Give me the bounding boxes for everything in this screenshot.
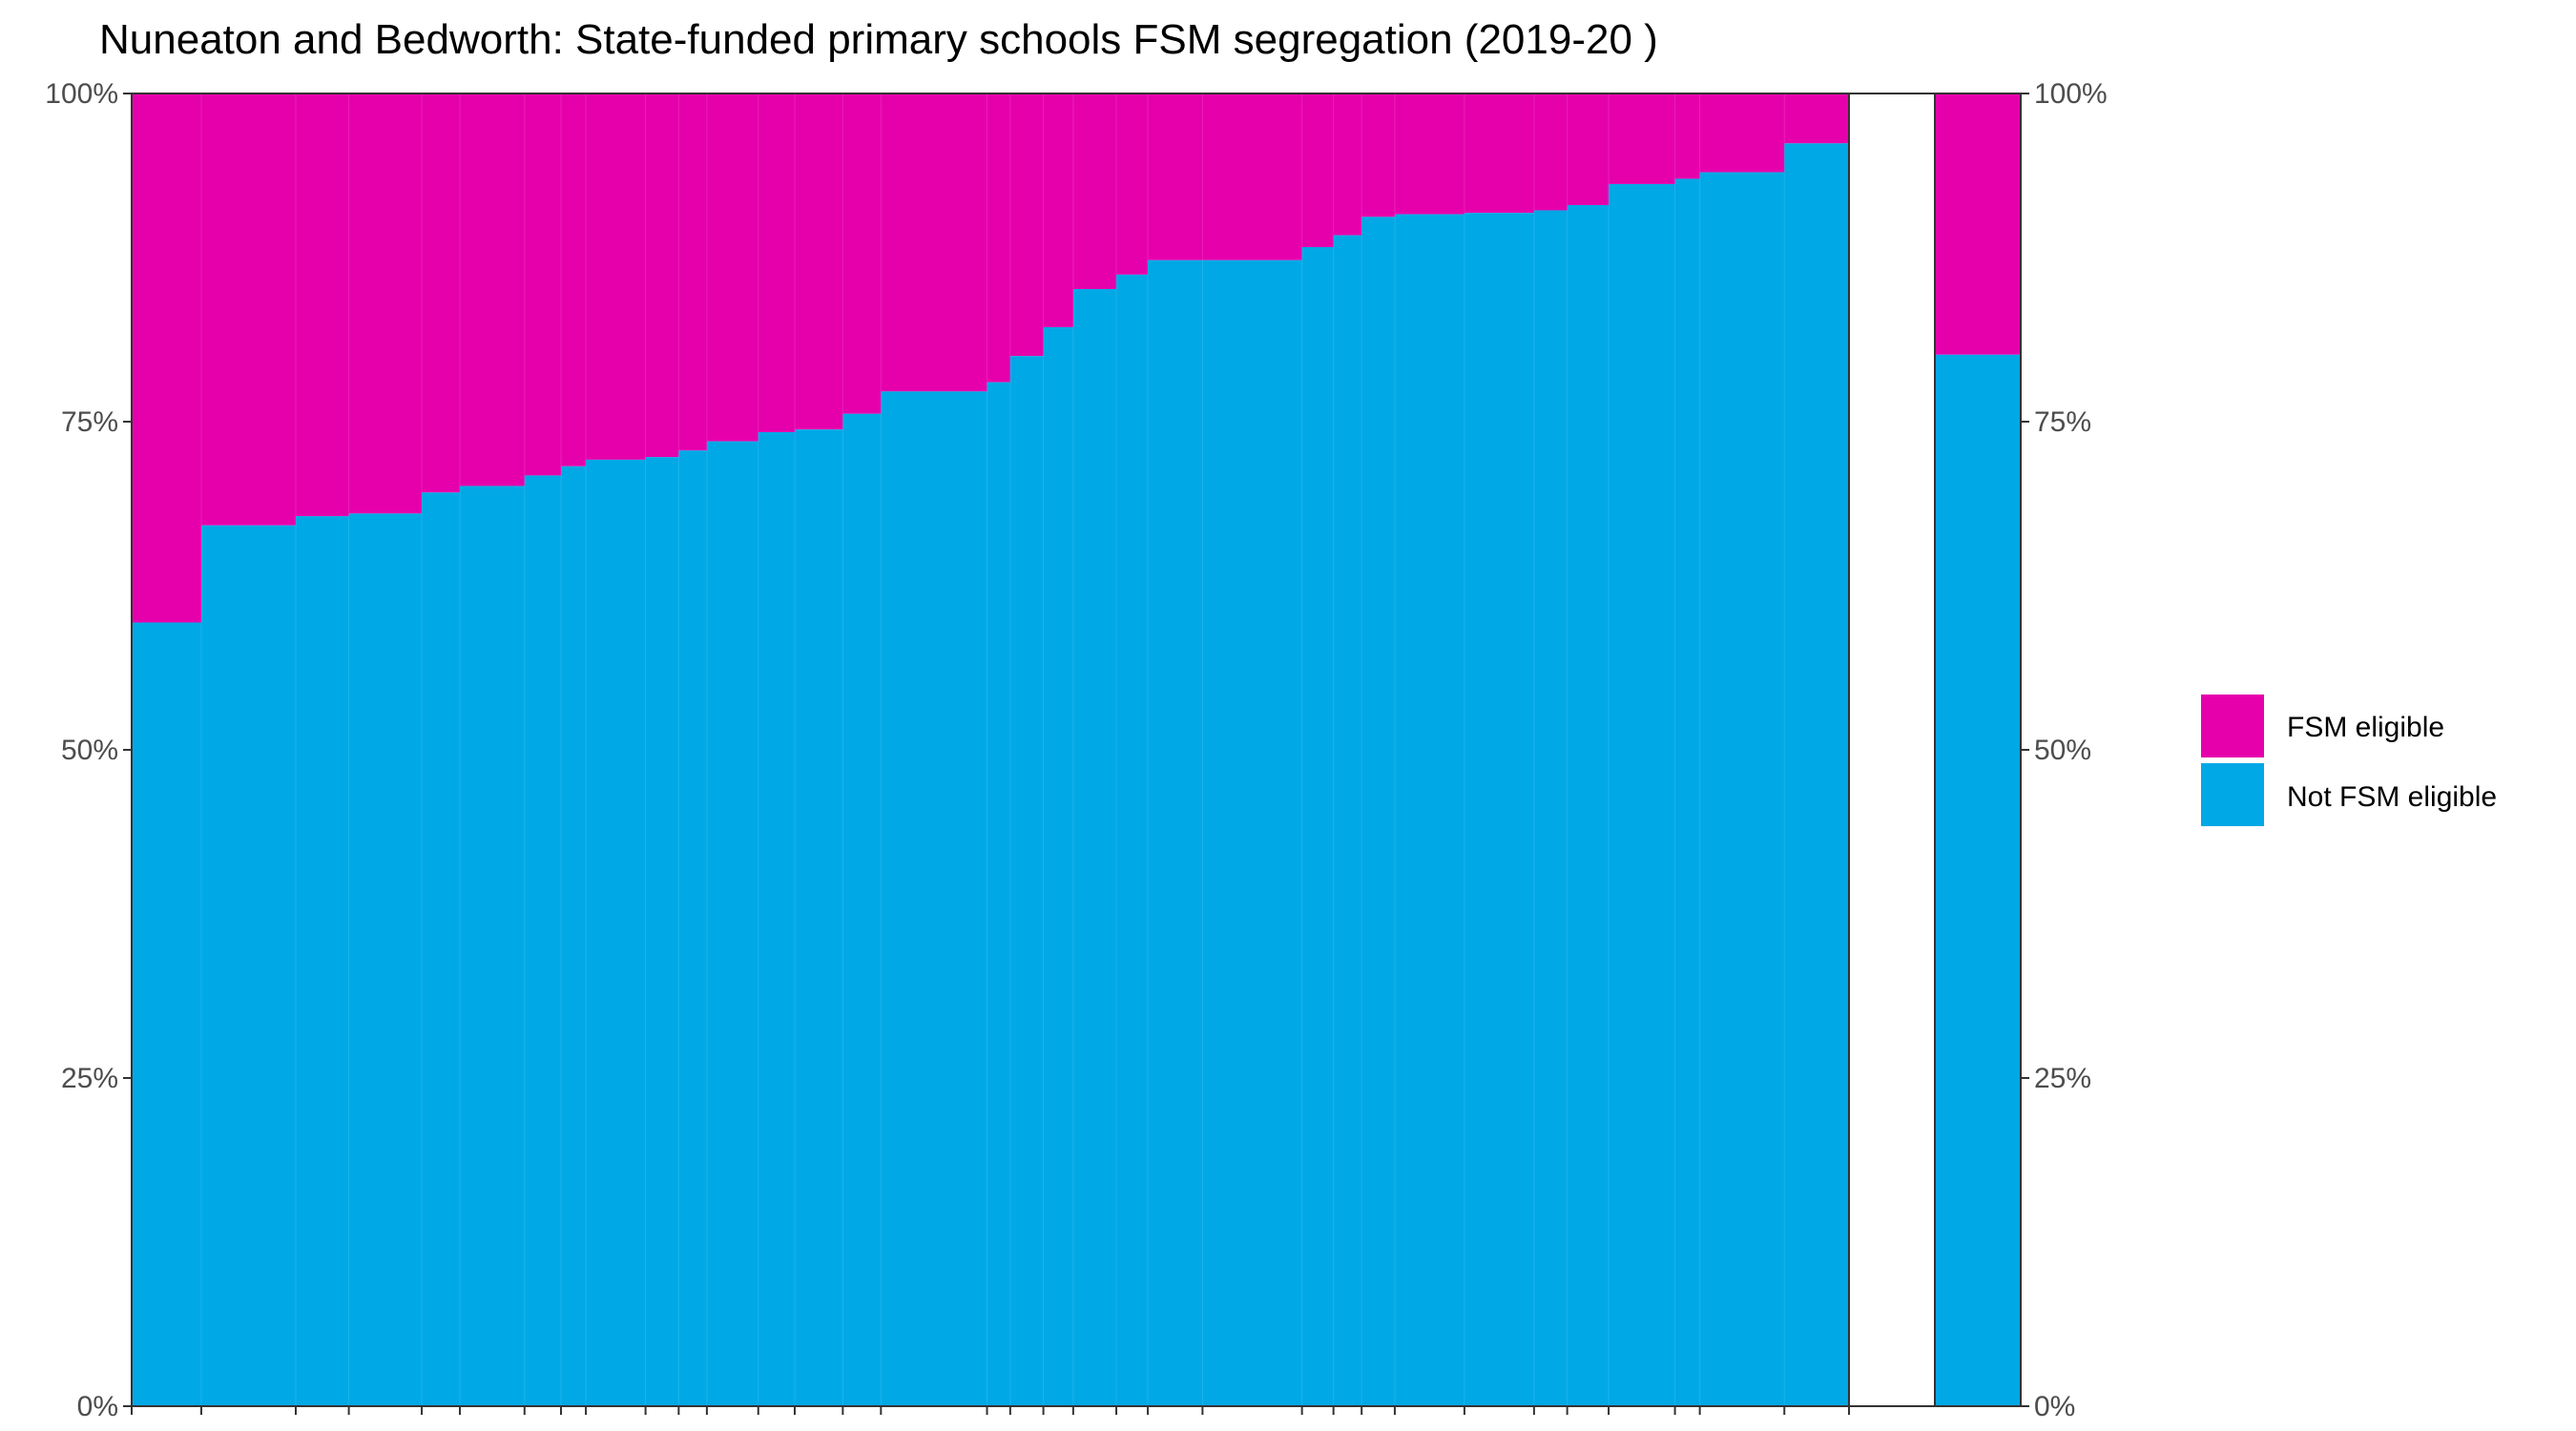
bar-not-fsm-eligible-school-12 <box>706 441 759 1406</box>
bar-not-fsm-eligible-school-33 <box>1699 172 1785 1406</box>
right-y-tick-label: 25% <box>2034 1063 2091 1094</box>
bar-fsm-eligible-school-24 <box>1301 93 1335 247</box>
bar-fsm-eligible-school-16 <box>881 93 988 392</box>
bar-not-fsm-eligible-school-19 <box>1043 326 1074 1407</box>
bar-not-fsm-eligible-school-3 <box>296 516 350 1406</box>
left-y-tick-label: 100% <box>45 78 118 110</box>
bar-fsm-eligible-school-14 <box>794 93 843 430</box>
legend-swatch-fsm-eligible <box>2201 695 2264 757</box>
bar-not-fsm-eligible-school-26 <box>1361 217 1396 1406</box>
bar-not-fsm-eligible-school-10 <box>645 457 679 1407</box>
bar-fsm-eligible-school-8 <box>561 93 587 467</box>
left-y-tick-label: 0% <box>77 1391 118 1422</box>
left-y-tick-label: 25% <box>61 1063 118 1094</box>
bar-not-fsm-eligible-school-28 <box>1464 213 1535 1406</box>
bar-fsm-eligible-school-7 <box>524 93 562 476</box>
bar-not-fsm-eligible-school-34 <box>1784 143 1850 1407</box>
bar-fsm-eligible-school-17 <box>987 93 1011 383</box>
bar-not-fsm-eligible-school-15 <box>842 413 882 1406</box>
left-y-axis: 0% 25% 50% 75% 100% <box>45 78 132 1422</box>
bar-fsm-eligible-school-29 <box>1533 93 1568 211</box>
overall-bar-not-fsm-eligible <box>1935 354 2021 1407</box>
bar-not-fsm-eligible-school-30 <box>1567 204 1610 1407</box>
bar-fsm-eligible-school-30 <box>1567 93 1610 205</box>
bar-not-fsm-eligible-school-32 <box>1674 178 1701 1407</box>
overall-bar-layer <box>1935 93 2021 1407</box>
bar-fsm-eligible-school-20 <box>1072 93 1117 290</box>
overall-bar-fsm-eligible <box>1935 93 2021 355</box>
legend-label-not-fsm-eligible: Not FSM eligible <box>2287 781 2497 813</box>
bar-fsm-eligible-school-18 <box>1009 93 1045 357</box>
bar-fsm-eligible-school-6 <box>460 93 526 487</box>
left-y-tick-label: 50% <box>61 735 118 766</box>
left-y-tick-label: 75% <box>61 406 118 438</box>
bar-fsm-eligible-school-19 <box>1043 93 1074 327</box>
bar-fsm-eligible-school-13 <box>758 93 796 433</box>
gap-panel-frame <box>1848 93 1936 1407</box>
right-y-tick-label: 50% <box>2034 735 2091 766</box>
bar-not-fsm-eligible-school-17 <box>987 382 1011 1407</box>
bar-fsm-eligible-school-32 <box>1674 93 1701 179</box>
bar-not-fsm-eligible-school-20 <box>1072 289 1117 1407</box>
bar-fsm-eligible-school-21 <box>1116 93 1149 275</box>
bar-not-fsm-eligible-school-16 <box>881 391 988 1406</box>
bar-fsm-eligible-school-22 <box>1148 93 1203 260</box>
bar-fsm-eligible-school-34 <box>1784 93 1850 144</box>
legend-swatch-not-fsm-eligible <box>2201 763 2264 826</box>
bar-not-fsm-eligible-school-1 <box>132 622 202 1406</box>
bar-not-fsm-eligible-school-22 <box>1148 259 1203 1407</box>
bar-fsm-eligible-school-25 <box>1333 93 1362 236</box>
bar-not-fsm-eligible-school-7 <box>524 475 562 1406</box>
legend: FSM eligible Not FSM eligible <box>2201 695 2497 826</box>
bar-not-fsm-eligible-school-18 <box>1009 356 1045 1407</box>
bar-not-fsm-eligible-school-2 <box>200 525 297 1406</box>
bar-not-fsm-eligible-school-29 <box>1533 210 1568 1407</box>
bar-not-fsm-eligible-school-6 <box>460 486 526 1406</box>
bar-fsm-eligible-school-1 <box>132 93 202 623</box>
bar-not-fsm-eligible-school-11 <box>678 450 708 1407</box>
right-y-tick-label: 0% <box>2034 1391 2075 1422</box>
bar-not-fsm-eligible-school-25 <box>1333 235 1362 1406</box>
bar-fsm-eligible-school-33 <box>1699 93 1785 173</box>
legend-label-fsm-eligible: FSM eligible <box>2287 712 2444 743</box>
bar-not-fsm-eligible-school-13 <box>758 432 796 1406</box>
right-y-tick-label: 75% <box>2034 406 2091 438</box>
bar-not-fsm-eligible-school-9 <box>586 459 647 1406</box>
bar-fsm-eligible-school-3 <box>296 93 350 517</box>
bar-fsm-eligible-school-12 <box>706 93 759 442</box>
bar-fsm-eligible-school-2 <box>200 93 297 526</box>
bar-fsm-eligible-school-10 <box>645 93 679 458</box>
bar-not-fsm-eligible-school-8 <box>561 466 587 1406</box>
bar-not-fsm-eligible-school-24 <box>1301 246 1335 1407</box>
chart-title: Nuneaton and Bedworth: State-funded prim… <box>99 16 1658 63</box>
bar-fsm-eligible-school-15 <box>842 93 882 414</box>
bar-fsm-eligible-school-9 <box>586 93 647 460</box>
bar-not-fsm-eligible-school-27 <box>1394 214 1465 1406</box>
bar-fsm-eligible-school-27 <box>1394 93 1465 215</box>
bar-not-fsm-eligible-school-31 <box>1609 183 1676 1407</box>
bar-fsm-eligible-school-23 <box>1202 93 1303 260</box>
bar-not-fsm-eligible-school-14 <box>794 429 843 1407</box>
bar-fsm-eligible-school-11 <box>678 93 708 451</box>
bar-not-fsm-eligible-school-4 <box>348 513 423 1406</box>
bar-fsm-eligible-school-31 <box>1609 93 1676 184</box>
bar-fsm-eligible-school-26 <box>1361 93 1396 218</box>
x-axis-ticks <box>131 1406 1850 1415</box>
right-y-axis: 0% 25% 50% 75% 100% <box>2021 78 2108 1422</box>
bar-not-fsm-eligible-school-5 <box>422 492 461 1406</box>
bar-fsm-eligible-school-4 <box>348 93 423 514</box>
bars-layer <box>132 93 1850 1407</box>
bar-fsm-eligible-school-28 <box>1464 93 1535 214</box>
bar-not-fsm-eligible-school-23 <box>1202 259 1303 1407</box>
right-y-tick-label: 100% <box>2034 78 2108 110</box>
bar-not-fsm-eligible-school-21 <box>1116 274 1149 1407</box>
bar-fsm-eligible-school-5 <box>422 93 461 493</box>
